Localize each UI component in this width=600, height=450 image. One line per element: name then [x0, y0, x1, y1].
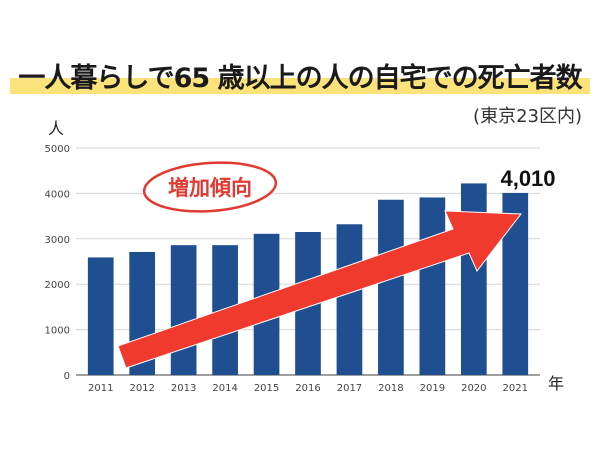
- title-block: 一人暮らしで65 歳以上の人の自宅での死亡者数: [10, 56, 590, 100]
- x-tick-label: 2013: [171, 383, 196, 394]
- x-tick-labels: 2011 2012 2013 2014 2015 2016 2017 2018 2019 2020…: [88, 383, 528, 394]
- bar-2013: [170, 245, 197, 375]
- y-tick-label: 5000: [45, 144, 70, 155]
- page-subtitle: (東京23区内): [473, 106, 582, 127]
- bar-2017: [336, 224, 363, 375]
- x-tick-label: 2017: [337, 383, 362, 394]
- trend-arrow-icon: [117, 210, 522, 369]
- bar-2011: [87, 257, 114, 375]
- callout-value: 4,010: [500, 166, 555, 191]
- bar-2018: [378, 199, 404, 375]
- trend-stamp-text: 増加傾向: [168, 176, 252, 200]
- y-tick-label: 4000: [45, 189, 70, 200]
- y-tick-label: 1000: [45, 326, 70, 337]
- x-tick-label: 2016: [295, 383, 320, 394]
- y-tick-label: 0: [64, 371, 70, 382]
- x-tick-label: 2012: [129, 383, 154, 394]
- y-tick-labels: 0 1000 2000 3000 4000 5000: [45, 144, 70, 382]
- x-tick-label: 2021: [503, 383, 528, 394]
- x-tick-label: 2018: [378, 383, 403, 394]
- y-tick-label: 3000: [45, 235, 70, 246]
- x-tick-label: 2011: [88, 383, 113, 394]
- x-tick-label: 2014: [212, 383, 237, 394]
- y-tick-label: 2000: [45, 280, 70, 291]
- x-tick-label: 2019: [420, 383, 445, 394]
- x-tick-label: 2020: [461, 383, 486, 394]
- x-axis-label: 年: [548, 374, 564, 393]
- page-title: 一人暮らしで65 歳以上の人の自宅での死亡者数: [18, 63, 582, 94]
- title-highlight: [10, 78, 590, 94]
- x-tick-label: 2015: [254, 383, 279, 394]
- trend-stamp: 増加傾向: [142, 161, 278, 213]
- y-axis-label: 人: [48, 119, 64, 138]
- bar-2019: [419, 197, 446, 375]
